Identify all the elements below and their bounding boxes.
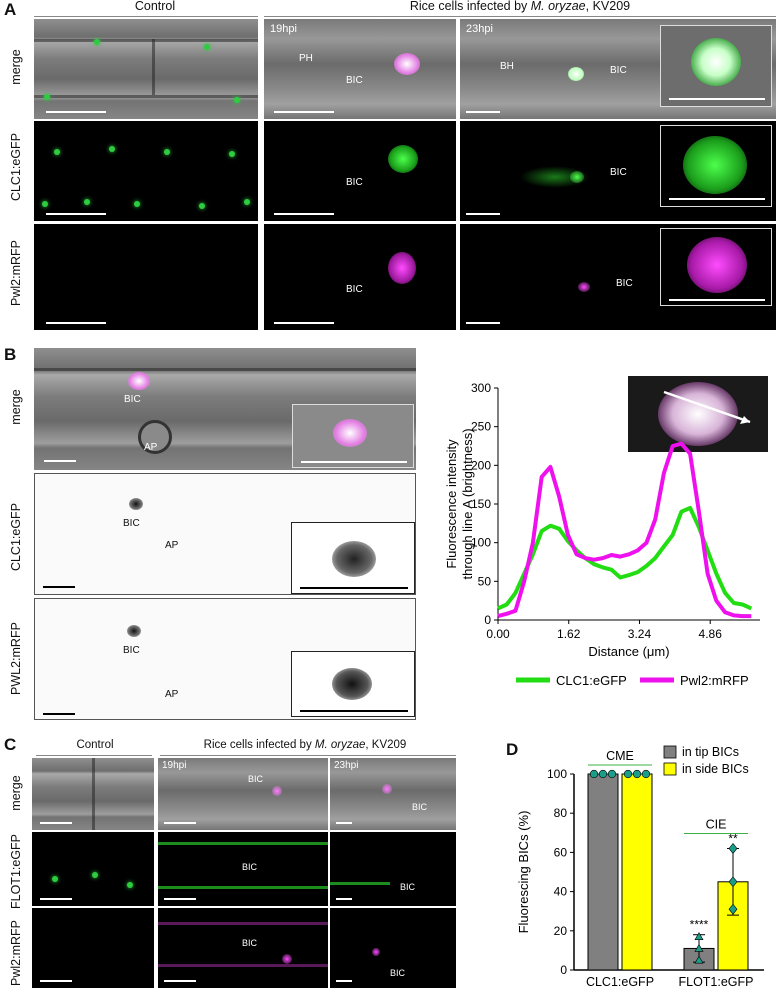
panel-a-header-control: Control (134, 0, 176, 13)
panel-c-header-control: Control (76, 739, 114, 751)
panel-c-flot1-19hpi-image: BIC (158, 832, 328, 906)
panel-a-header-infected-line (264, 16, 776, 17)
data-point (728, 903, 738, 915)
significance-label: ** (728, 831, 738, 845)
panel-c-header-control-line (36, 755, 152, 756)
panel-b-line-a-inset-image (628, 376, 768, 452)
legend-label-1: CLC1:eGFP (556, 673, 627, 688)
y-tick-label: 200 (471, 458, 491, 472)
y-axis-label: Fluorescence intensitythrough line A (br… (444, 428, 475, 579)
panel-c-pwl2-control-image (32, 908, 154, 988)
x-tick-label: 0.00 (486, 627, 510, 641)
legend-swatch-2 (663, 762, 677, 776)
data-point (694, 943, 704, 952)
panel-c-row-pwl2: Pwl2:mRFP (9, 920, 23, 986)
panel-a-merge-23hpi-image: 23hpi BH BIC (460, 19, 776, 119)
panel-c-merge-23hpi-image: 23hpi BIC (330, 758, 456, 830)
y-tick-label: 60 (554, 845, 568, 859)
legend-swatch-1 (663, 745, 677, 759)
data-point (598, 769, 608, 779)
panel-c-flot1-23hpi-image: BIC (330, 832, 456, 906)
panel-a-pwl2-19hpi-image: BIC (264, 224, 456, 330)
group-label: CIE (706, 817, 727, 831)
y-tick-label: 150 (471, 497, 491, 511)
panel-c-header-infected: Rice cells infected by M. oryzae, KV209 (203, 739, 407, 751)
x-axis-label: Distance (μm) (588, 644, 669, 659)
panel-c-letter: C (4, 735, 17, 754)
panel-a-letter: A (4, 0, 17, 19)
panel-a-clc1-19hpi-image: BIC (264, 121, 456, 221)
panel-a-clc1-control-image (34, 121, 258, 221)
legend-label-1: in tip BICs (682, 745, 739, 759)
panel-a-row-clc1: CLC1:eGFP (9, 132, 23, 202)
x-tick-label: 1.62 (557, 627, 581, 641)
panel-c-row-flot1: FLOT1:eGFP (9, 833, 23, 909)
panel-c-merge-control-image (32, 758, 154, 830)
panel-b-row-pwl2: PWL2:mRFP (9, 622, 23, 695)
y-axis-label: Fluorescing BICs (%) (516, 811, 531, 934)
panel-a-pwl2-control-image (34, 224, 258, 330)
panel-c-row-merge: merge (9, 775, 23, 811)
panel-b-line-chart: 0 50 100 150 200 250 300 0.00 1.62 3.24 4.86 Distan… (444, 381, 760, 688)
panel-c-pwl2-23hpi-image: BIC (330, 908, 456, 988)
significance-label: **** (690, 918, 709, 932)
y-tick-label: 80 (554, 806, 568, 820)
panel-c-flot1-control-image (32, 832, 154, 906)
data-point (728, 842, 738, 854)
panel-b-pwl2-image: BIC AP (34, 598, 416, 720)
panel-a-row-pwl2: Pwl2:mRFP (9, 240, 23, 306)
data-point (632, 769, 642, 779)
data-point (728, 876, 738, 888)
panel-a-header-control-line (34, 16, 258, 17)
x-tick-label: CLC1:eGFP (586, 975, 654, 989)
data-point (589, 769, 599, 779)
series-line-2 (497, 441, 752, 619)
panel-a-row-merge: merge (9, 49, 23, 85)
bar-CLC1:eGFP-0 (587, 773, 619, 971)
panel-b-clc1-image: BIC AP (34, 473, 416, 595)
panel-a-clc1-23hpi-image: BIC (460, 121, 776, 221)
panel-a-merge-19hpi-image: 19hpi PH BIC (264, 19, 456, 119)
y-tick-label: 20 (554, 924, 568, 938)
panel-a-merge-control-image (34, 19, 258, 119)
data-point (623, 769, 633, 779)
y-tick-label: 0 (560, 963, 567, 977)
panel-c-merge-19hpi-image: 19hpi BIC (158, 758, 328, 830)
panel-a-pwl2-23hpi-image: BIC (460, 224, 776, 330)
y-tick-label: 40 (554, 885, 568, 899)
panel-c-pwl2-19hpi-image: BIC (158, 908, 328, 988)
data-point (641, 769, 651, 779)
panel-d-bar-chart: 0 20 40 60 80 100 Fluorescing BICs (%) CLC1:eGF… (516, 745, 764, 989)
y-tick-label: 250 (471, 420, 491, 434)
panel-c-header-infected-line (160, 755, 456, 756)
panel-b-letter: B (4, 345, 17, 364)
y-tick-label: 300 (471, 381, 491, 395)
group-label: CME (606, 749, 634, 763)
x-tick-label: 4.86 (699, 627, 723, 641)
bar-CLC1:eGFP-1 (621, 773, 653, 971)
panel-a-header-infected: Rice cells infected by M. oryzae, KV209 (409, 0, 631, 13)
panel-d-letter: D (506, 740, 519, 759)
series-line-1 (497, 505, 753, 611)
data-point (607, 769, 617, 779)
legend-label-2: Pwl2:mRFP (680, 673, 749, 688)
panel-b-row-merge: merge (9, 389, 23, 425)
panel-b-row-clc1: CLC1:eGFP (9, 502, 23, 572)
data-point (694, 932, 704, 940)
x-tick-label: 3.24 (628, 627, 652, 641)
y-tick-label: 100 (547, 767, 567, 781)
data-point (694, 955, 704, 964)
y-tick-label: 0 (484, 613, 491, 627)
panel-b-merge-image: BIC AP (34, 348, 416, 470)
x-tick-label: FLOT1:eGFP (678, 975, 753, 989)
y-tick-label: 50 (478, 574, 492, 588)
y-tick-label: 100 (471, 536, 491, 550)
legend-label-2: in side BICs (682, 762, 749, 776)
